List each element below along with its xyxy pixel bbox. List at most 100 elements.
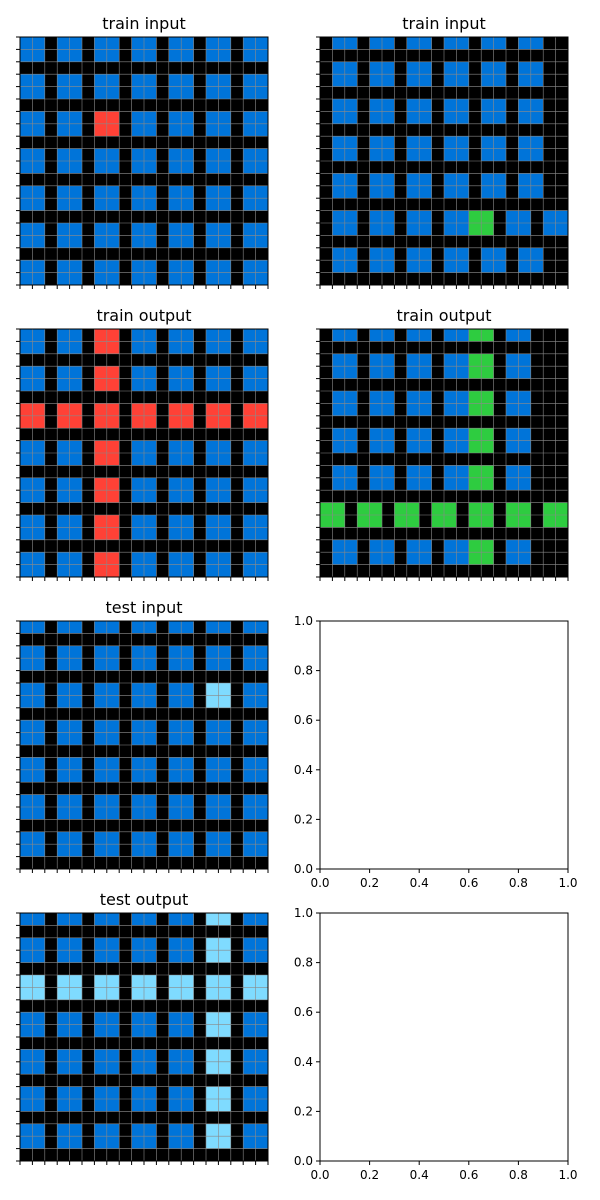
grid-cell [543, 329, 556, 342]
grid-cell [230, 415, 244, 429]
grid-cell [431, 366, 444, 379]
grid-cell [468, 329, 482, 342]
grid-cell [255, 247, 268, 261]
grid-cell [32, 502, 45, 515]
grid-cell [481, 502, 494, 515]
grid-cell [543, 490, 556, 503]
grid-cell [181, 366, 194, 379]
grid-cell [394, 502, 407, 515]
grid-cell [131, 527, 144, 540]
grid-cell [156, 962, 169, 975]
grid-cell [481, 74, 494, 87]
grid-cell [20, 272, 33, 285]
grid-cell [119, 428, 132, 441]
x-tick-label: 0.4 [410, 876, 429, 890]
grid-cell [131, 1074, 144, 1087]
grid-cell [255, 515, 268, 528]
grid-cell [406, 515, 420, 528]
grid-cell [144, 962, 157, 975]
grid-cell [382, 173, 395, 186]
grid-cell [119, 61, 132, 75]
grid-cell [493, 329, 506, 342]
grid-cell [530, 210, 544, 223]
grid-cell [168, 210, 182, 223]
grid-cell [218, 720, 231, 733]
grid-cell [32, 341, 45, 354]
grid-cell [168, 1123, 182, 1137]
grid-cell [20, 769, 33, 783]
grid-cell [57, 136, 70, 149]
grid-cell [369, 366, 382, 379]
grid-cell [119, 794, 132, 807]
grid-cell [119, 999, 132, 1013]
grid-cell [218, 1024, 231, 1037]
grid-cell [32, 695, 45, 708]
grid-cell [518, 515, 531, 528]
grid-cell [82, 515, 95, 528]
y-tick-label: 0.6 [294, 713, 313, 727]
grid-cell [193, 148, 206, 161]
grid-cell [181, 782, 194, 795]
x-tick-label: 0.2 [360, 876, 379, 890]
grid-cell [230, 123, 244, 137]
grid-cell [144, 465, 157, 478]
grid-cell [243, 74, 256, 87]
grid-cell [506, 403, 519, 416]
grid-cell [344, 564, 358, 577]
grid-cell [357, 37, 370, 50]
grid-cell [44, 136, 58, 149]
grid-cell [131, 925, 144, 938]
grid-cell [518, 49, 531, 62]
grid-cell [131, 807, 144, 820]
grid-cell [106, 1074, 120, 1087]
grid-cell [255, 552, 268, 565]
grid-cell [69, 1099, 82, 1112]
grid-cell [431, 428, 444, 441]
grid-cell [144, 999, 157, 1013]
grid-cell [206, 235, 219, 248]
grid-cell [57, 366, 70, 379]
grid-cell [82, 844, 95, 857]
grid-cell [394, 185, 407, 199]
grid-cell [131, 844, 144, 857]
grid-cell [506, 465, 519, 478]
grid-cell [106, 987, 120, 1000]
grid-cell [382, 440, 395, 453]
grid-cell [518, 403, 531, 416]
grid-cell [394, 86, 407, 99]
grid-cell [230, 235, 244, 248]
grid-cell [106, 1012, 120, 1025]
grid-cell [382, 477, 395, 491]
grid-cell [69, 161, 82, 174]
grid-cell [518, 552, 531, 565]
grid-cell [32, 136, 45, 149]
grid-cell [82, 807, 95, 820]
grid-cell [82, 465, 95, 478]
grid-cell [57, 658, 70, 671]
grid-cell [468, 111, 482, 124]
grid-cell [357, 99, 370, 112]
grid-cell [218, 987, 231, 1000]
grid-cell [481, 539, 494, 553]
grid-cell [493, 74, 506, 87]
grid-cell [168, 658, 182, 671]
grid-cell [82, 235, 95, 248]
grid-cell [218, 477, 231, 491]
grid-cell [357, 453, 370, 466]
grid-cell [106, 720, 120, 733]
grid-cell [230, 658, 244, 671]
grid-cell [69, 999, 82, 1013]
grid-cell [20, 440, 33, 453]
grid-cell [20, 136, 33, 149]
grid-cell [57, 645, 70, 659]
grid-cell [181, 1024, 194, 1037]
grid-cell [255, 987, 268, 1000]
grid-cell [156, 341, 169, 354]
grid-cell [69, 658, 82, 671]
grid-cell [94, 962, 107, 975]
grid-cell [468, 539, 482, 553]
grid-cell [181, 913, 194, 926]
grid-cell [119, 210, 132, 223]
grid-cell [332, 515, 345, 528]
grid-cell [156, 1148, 169, 1161]
